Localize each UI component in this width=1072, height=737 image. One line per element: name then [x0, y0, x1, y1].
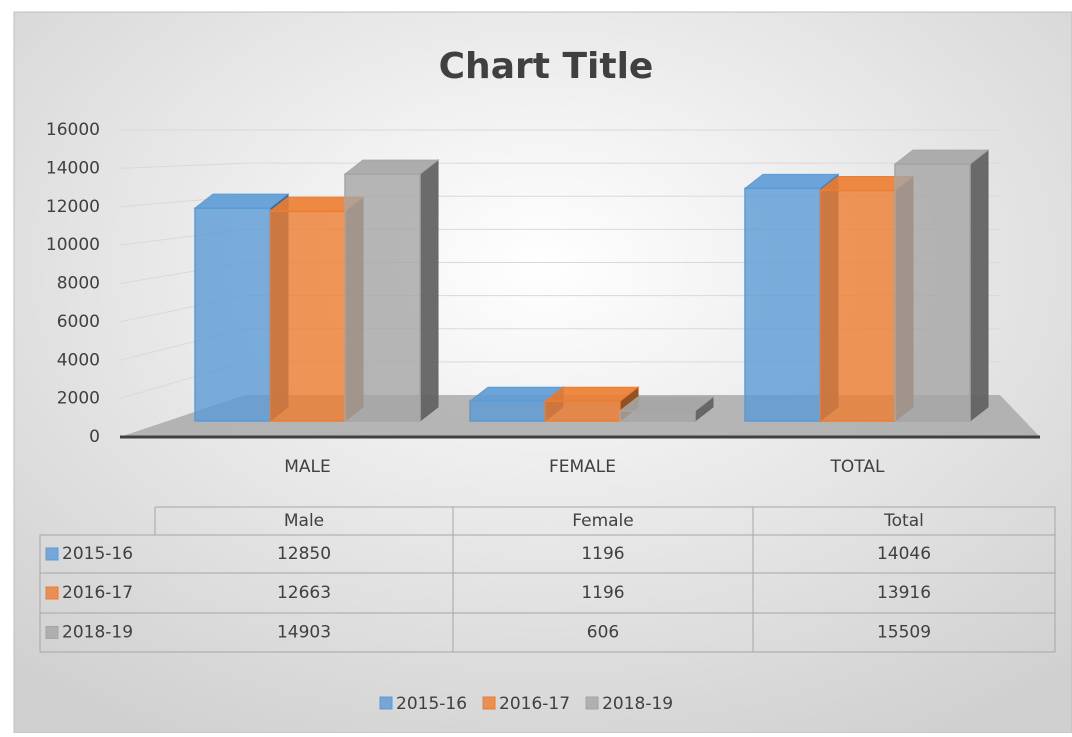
legend-label: 2016-17 [499, 694, 570, 714]
bar [544, 400, 621, 422]
bar [194, 207, 271, 422]
bar-side [969, 149, 989, 423]
table-header: Female [572, 511, 633, 531]
table-cell: 1196 [581, 544, 624, 564]
legend-key [379, 696, 393, 710]
bar [744, 187, 821, 422]
chart-title: Chart Title [439, 46, 654, 87]
grid-line [119, 162, 1000, 169]
table-legend-key [45, 626, 59, 639]
x-tick-label: MALE [284, 457, 331, 477]
table-cell: 14046 [877, 544, 931, 564]
table-cell: 12663 [277, 583, 331, 603]
legend-label: 2018-19 [602, 694, 673, 714]
bar [344, 173, 421, 422]
table-series-name: 2016-17 [62, 583, 133, 603]
y-tick-label: 8000 [57, 274, 100, 294]
table-series-name: 2018-19 [62, 623, 133, 643]
table-cell: 13916 [877, 583, 931, 603]
table-cell: 1196 [581, 583, 624, 603]
bar [469, 400, 546, 422]
y-tick-label: 14000 [46, 158, 100, 178]
table-header: Total [883, 511, 924, 531]
table-cell: 606 [587, 623, 619, 643]
legend-key [585, 696, 599, 710]
bar [269, 210, 346, 422]
table-series-name: 2015-16 [62, 544, 133, 564]
bar-side [419, 159, 439, 423]
bar [894, 163, 971, 422]
y-tick-label: 16000 [46, 120, 100, 140]
table-header: Male [284, 511, 324, 531]
x-tick-label: TOTAL [830, 457, 885, 477]
legend-key [482, 696, 496, 710]
bar [619, 410, 696, 422]
y-tick-label: 0 [89, 427, 100, 447]
table-cell: 14903 [277, 623, 331, 643]
y-tick-label: 10000 [46, 235, 100, 255]
y-tick-label: 2000 [57, 389, 100, 409]
y-tick-label: 12000 [46, 197, 100, 217]
legend-label: 2015-16 [396, 694, 467, 714]
x-tick-label: FEMALE [549, 457, 616, 477]
y-tick-label: 6000 [57, 312, 100, 332]
table-cell: 15509 [877, 623, 931, 643]
y-tick-label: 4000 [57, 350, 100, 370]
table-legend-key [45, 547, 59, 561]
table-legend-key [45, 586, 59, 600]
bar [819, 189, 896, 422]
table-cell: 12850 [277, 544, 331, 564]
